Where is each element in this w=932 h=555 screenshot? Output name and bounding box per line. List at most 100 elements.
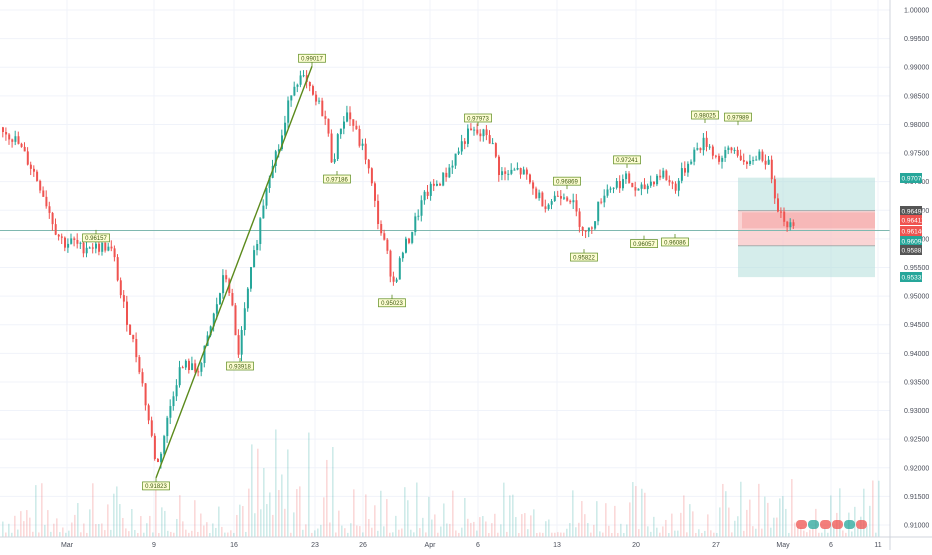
volume-bar xyxy=(761,528,763,537)
volume-bar xyxy=(788,532,790,537)
candle-body xyxy=(578,211,581,227)
candle-body xyxy=(556,195,559,197)
candle-body xyxy=(54,224,57,235)
trendline[interactable] xyxy=(155,66,313,479)
volume-bar xyxy=(485,521,487,537)
candle-body xyxy=(33,168,35,172)
volume-bar xyxy=(509,495,511,537)
volume-bar xyxy=(356,525,358,537)
volume-bar xyxy=(434,514,436,537)
volume-bar xyxy=(740,481,742,537)
candle-body xyxy=(95,243,97,249)
volume-bar xyxy=(422,517,424,537)
volume-bar xyxy=(851,531,853,537)
volume-bar xyxy=(8,523,10,537)
position-box[interactable] xyxy=(738,177,875,278)
volume-bar xyxy=(506,531,508,537)
volume-bar xyxy=(83,523,85,537)
candle-body xyxy=(2,127,4,132)
volume-bar xyxy=(797,526,799,537)
volume-bar xyxy=(671,513,673,537)
candle-body xyxy=(749,160,752,165)
candle-body xyxy=(70,238,73,244)
candle-body xyxy=(553,195,556,202)
candle-body xyxy=(417,215,420,217)
volume-bar xyxy=(608,525,610,537)
volume-bar xyxy=(197,531,199,537)
volume-bar xyxy=(782,495,784,537)
volume-bar xyxy=(227,532,229,537)
volume-bar xyxy=(23,521,25,537)
candle-body xyxy=(736,149,739,156)
y-tick-label: 0.98000 xyxy=(904,122,929,129)
trendline-line[interactable] xyxy=(155,66,313,479)
candle-body xyxy=(498,156,500,176)
volume-bar xyxy=(320,524,322,537)
volume-bar xyxy=(749,499,751,537)
volume-bar xyxy=(161,507,163,537)
volume-bar xyxy=(101,523,103,537)
candle-body xyxy=(721,157,724,162)
target-zone-upper[interactable] xyxy=(738,177,875,211)
candle-body xyxy=(141,372,144,384)
price-tag xyxy=(900,215,922,225)
volume-bar xyxy=(689,504,691,537)
volume-bar xyxy=(113,493,115,537)
candle-body xyxy=(687,163,690,173)
candle-body xyxy=(104,242,107,251)
logo-blob xyxy=(856,520,867,529)
volume-bar xyxy=(713,532,715,537)
volume-bar xyxy=(149,515,151,537)
candle-body xyxy=(680,168,683,181)
candle-body xyxy=(293,86,296,96)
candle-body xyxy=(36,171,39,181)
volume-bar xyxy=(767,502,769,537)
candle-body xyxy=(163,436,166,454)
pivot-label-box xyxy=(661,237,689,247)
candle-body xyxy=(107,246,110,251)
candle-body xyxy=(398,258,401,280)
candle-body xyxy=(519,168,522,175)
volume-bar xyxy=(137,532,139,537)
volume-bar xyxy=(566,528,568,537)
candle-body xyxy=(57,234,60,237)
candle-body xyxy=(181,367,184,369)
candle-body xyxy=(361,143,364,146)
candle-body xyxy=(172,396,175,407)
volume-bar xyxy=(188,532,190,537)
volume-bar xyxy=(638,529,640,537)
candle-body xyxy=(178,367,181,386)
candle-body xyxy=(535,188,538,199)
volume-bar xyxy=(872,480,874,537)
volume-bar xyxy=(20,511,22,537)
candle-body xyxy=(215,304,218,314)
candle-body xyxy=(150,420,153,436)
candle-body xyxy=(591,227,593,229)
volume-bar xyxy=(452,490,454,537)
candle-body xyxy=(113,248,116,258)
candle-body xyxy=(538,192,541,199)
candle-body xyxy=(544,206,547,209)
x-tick-label: 6 xyxy=(476,542,480,549)
volume-bar xyxy=(164,510,166,537)
candle-body xyxy=(237,335,240,355)
volume-bar xyxy=(563,532,565,537)
logo-blob xyxy=(796,520,807,529)
volume-bar xyxy=(548,519,550,537)
pivot-label: 0.97973 xyxy=(467,116,489,122)
candle-body xyxy=(20,143,23,147)
volume-bar xyxy=(128,531,130,537)
candle-body xyxy=(727,147,730,151)
price-tag-label: 0.96494 xyxy=(902,209,926,216)
target-zone-lower[interactable] xyxy=(738,245,875,278)
volume-bar xyxy=(725,491,727,537)
volume-bar xyxy=(392,532,394,537)
price-tag xyxy=(900,173,922,183)
volume-bar xyxy=(542,532,544,537)
pivot-label: 0.91823 xyxy=(145,484,167,490)
volume-bar xyxy=(785,508,787,537)
candle-body xyxy=(411,232,414,243)
volume-bar xyxy=(560,532,562,537)
